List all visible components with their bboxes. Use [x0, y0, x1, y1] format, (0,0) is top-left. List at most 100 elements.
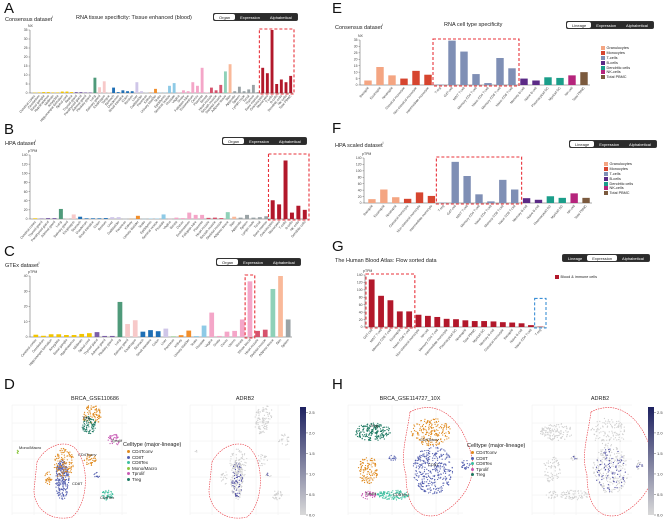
umap-point [62, 447, 64, 450]
toggle-alphabetical[interactable]: Alphabetical [272, 260, 295, 265]
y-tick-label: 0 [356, 83, 358, 87]
expression-point [267, 472, 269, 474]
legend-item: Granulocytes [604, 162, 633, 167]
info-sup: i [35, 139, 36, 143]
expression-point [599, 464, 601, 466]
highlight-outline [33, 443, 86, 519]
umap-point [423, 469, 426, 471]
toggle-lineage[interactable]: Lineage [570, 141, 595, 147]
umap-point [426, 458, 428, 460]
toggle-lineage[interactable]: Lineage [567, 22, 592, 28]
toggle-expression[interactable]: Expression [599, 142, 620, 147]
toggle-expression[interactable]: Expression [249, 139, 269, 144]
bar [194, 336, 199, 337]
expression-point [233, 486, 235, 488]
sort-toggle-f[interactable]: Lineage Expression Alphabetical [569, 140, 657, 148]
expression-point [615, 422, 618, 425]
umap-point [366, 429, 368, 432]
expression-point [611, 461, 613, 463]
umap-point [99, 409, 101, 411]
y-tick-label: 140 [356, 156, 362, 160]
expression-point [237, 489, 240, 491]
umap-point [62, 451, 64, 454]
toggle-expression[interactable]: Expression [587, 255, 618, 261]
expression-point [235, 480, 237, 483]
umap-point [377, 425, 380, 427]
toggle-alphabetical[interactable]: Alphabetical [626, 23, 648, 28]
umap-point [376, 494, 378, 496]
bar [93, 77, 97, 93]
sort-toggle-e[interactable]: Lineage Expression Alphabetical [566, 21, 654, 29]
expression-point [568, 497, 570, 499]
toggle-expression[interactable]: Expression [243, 260, 263, 265]
sort-toggle-c[interactable]: Organ Expression Alphabetical [216, 258, 301, 266]
umap-point [445, 423, 447, 425]
umap-point [363, 469, 365, 471]
expression-point [613, 432, 615, 434]
y-axis-label: pTPM [362, 152, 371, 156]
toggle-alphabetical[interactable]: Alphabetical [269, 15, 292, 20]
expression-point [600, 453, 602, 455]
expression-point [622, 464, 624, 466]
expression-point [571, 458, 573, 460]
expression-point [241, 476, 243, 478]
toggle-expression[interactable]: Expression [596, 23, 617, 28]
umap-point [60, 466, 62, 468]
toggle-organ[interactable]: Organ [223, 138, 245, 144]
expression-point [257, 412, 259, 414]
legend-item: T-cells [601, 55, 630, 61]
umap-point [360, 460, 362, 463]
x-tick-label: Testis [138, 220, 147, 229]
toggle-organ[interactable]: Organ [214, 14, 236, 20]
umap-point [416, 423, 418, 425]
y-tick-label: 0 [361, 325, 363, 329]
umap-point [379, 491, 381, 493]
umap-point [117, 442, 119, 444]
umap-point [442, 441, 444, 443]
cluster-label: Mono/Macro [19, 445, 42, 450]
expression-point [622, 467, 624, 469]
expression-point [286, 438, 288, 440]
umap-title-d: BRCA_GSE110686 [71, 396, 119, 402]
expression-point [267, 418, 269, 420]
bar [116, 92, 120, 93]
toggle-alphabetical[interactable]: Alphabetical [629, 142, 651, 147]
expression-point [286, 436, 288, 438]
toggle-expression[interactable]: Expression [240, 15, 260, 20]
bar [70, 92, 74, 93]
expression-point [604, 463, 606, 465]
umap-point [437, 425, 439, 427]
expression-point [242, 463, 244, 465]
toggle-lineage[interactable]: Lineage [568, 256, 583, 261]
expression-point [244, 473, 246, 476]
sort-toggle-a[interactable]: Organ Expression Alphabetical [213, 13, 298, 21]
umap-point [361, 493, 364, 495]
umap-point [65, 491, 67, 493]
umap-point [424, 462, 427, 465]
expression-point [239, 494, 241, 496]
toggle-organ[interactable]: Organ [217, 259, 239, 265]
umap-point [463, 463, 466, 466]
sort-toggle-g[interactable]: Lineage Expression Alphabetical [562, 254, 650, 262]
umap-point [427, 475, 430, 477]
expression-point [559, 432, 561, 434]
umap-point [381, 437, 383, 439]
umap-point [371, 474, 373, 477]
expression-point [239, 492, 241, 494]
umap-point [384, 433, 387, 435]
expression-point [235, 487, 237, 489]
expression-point [222, 472, 224, 475]
panel-label-f: F [332, 120, 342, 137]
expression-point [621, 456, 623, 458]
expression-point [569, 435, 571, 437]
umap-point [376, 431, 378, 433]
toggle-alphabetical[interactable]: Alphabetical [622, 256, 644, 261]
sort-toggle-b[interactable]: Organ Expression Alphabetical [222, 137, 307, 145]
expression-point [605, 476, 607, 478]
umap-point [432, 443, 434, 445]
umap-point [94, 415, 96, 418]
bar [296, 205, 301, 219]
toggle-alphabetical[interactable]: Alphabetical [278, 139, 301, 144]
y-tick-label: 60 [24, 190, 28, 194]
